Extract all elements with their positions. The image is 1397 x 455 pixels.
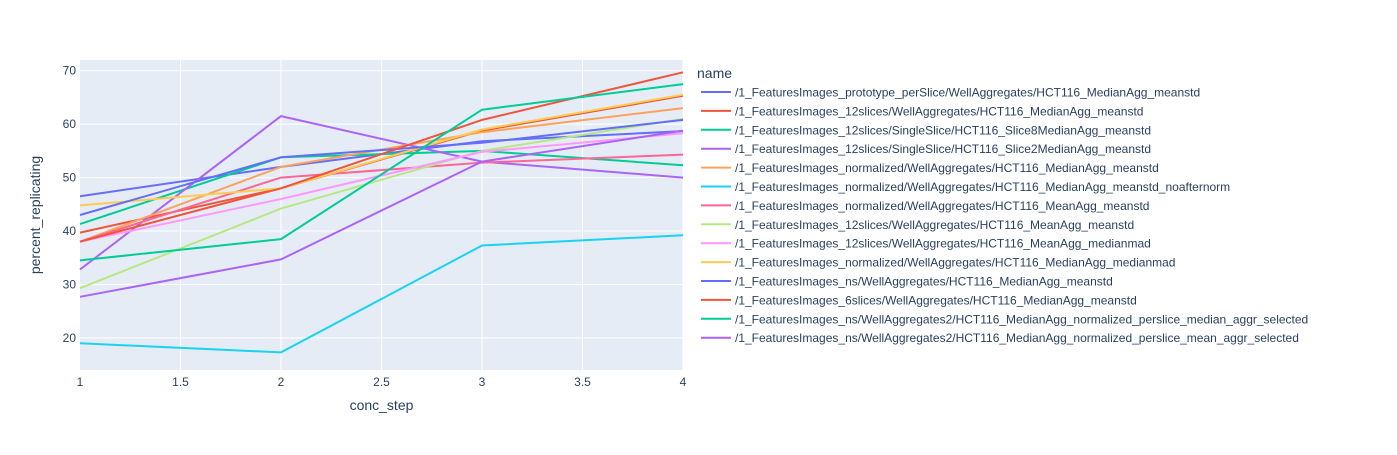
x-tick-label: 2: [278, 375, 285, 389]
legend[interactable]: name /1_FeaturesImages_prototype_perSlic…: [697, 65, 1308, 345]
legend-item[interactable]: /1_FeaturesImages_normalized/WellAggrega…: [701, 199, 1149, 213]
legend-label: /1_FeaturesImages_normalized/WellAggrega…: [735, 256, 1175, 270]
legend-label: /1_FeaturesImages_12slices/SingleSlice/H…: [735, 142, 1151, 156]
x-tick-label: 2.5: [373, 375, 390, 389]
legend-item[interactable]: /1_FeaturesImages_ns/WellAggregates2/HCT…: [701, 331, 1299, 345]
series-lines: [79, 71, 684, 354]
legend-item[interactable]: /1_FeaturesImages_ns/WellAggregates2/HCT…: [701, 312, 1308, 326]
legend-label: /1_FeaturesImages_12slices/SingleSlice/H…: [735, 123, 1151, 137]
y-axis-ticks: 20 30 40 50 60 70: [63, 64, 77, 345]
x-axis-title: conc_step: [350, 397, 414, 413]
legend-label: /1_FeaturesImages_12slices/WellAggregate…: [735, 237, 1151, 251]
legend-item[interactable]: /1_FeaturesImages_normalized/WellAggrega…: [701, 161, 1159, 175]
legend-item[interactable]: /1_FeaturesImages_12slices/WellAggregate…: [701, 218, 1134, 232]
legend-label: /1_FeaturesImages_normalized/WellAggrega…: [735, 180, 1230, 194]
legend-label: /1_FeaturesImages_ns/WellAggregates/HCT1…: [735, 275, 1113, 289]
y-tick-label: 70: [63, 64, 77, 78]
series-line[interactable]: [79, 93, 684, 207]
series-line[interactable]: [79, 234, 684, 354]
y-axis-title: percent_replicating: [27, 156, 43, 274]
legend-label: /1_FeaturesImages_12slices/WellAggregate…: [735, 104, 1143, 118]
legend-item[interactable]: /1_FeaturesImages_12slices/WellAggregate…: [701, 237, 1151, 251]
legend-item[interactable]: /1_FeaturesImages_12slices/SingleSlice/H…: [701, 123, 1151, 137]
legend-item[interactable]: /1_FeaturesImages_ns/WellAggregates/HCT1…: [701, 275, 1113, 289]
y-tick-label: 20: [63, 331, 77, 345]
legend-item[interactable]: /1_FeaturesImages_12slices/WellAggregate…: [701, 104, 1143, 118]
series-line[interactable]: [79, 129, 684, 298]
legend-label: /1_FeaturesImages_ns/WellAggregates2/HCT…: [735, 331, 1299, 345]
series-line[interactable]: [79, 115, 684, 271]
legend-item[interactable]: /1_FeaturesImages_6slices/WellAggregates…: [701, 293, 1137, 307]
series-line[interactable]: [79, 117, 684, 290]
y-tick-label: 60: [63, 117, 77, 131]
legend-item[interactable]: /1_FeaturesImages_12slices/SingleSlice/H…: [701, 142, 1151, 156]
legend-item[interactable]: /1_FeaturesImages_prototype_perSlice/Wel…: [701, 86, 1200, 100]
legend-label: /1_FeaturesImages_prototype_perSlice/Wel…: [735, 86, 1200, 100]
x-tick-label: 4: [680, 375, 687, 389]
legend-label: /1_FeaturesImages_normalized/WellAggrega…: [735, 199, 1149, 213]
x-tick-label: 1: [77, 375, 84, 389]
series-line[interactable]: [79, 118, 684, 216]
legend-title: name: [697, 65, 732, 81]
x-tick-label: 3: [479, 375, 486, 389]
grid-lines: [80, 60, 684, 370]
x-tick-label: 1.5: [172, 375, 189, 389]
legend-label: /1_FeaturesImages_6slices/WellAggregates…: [735, 293, 1137, 307]
x-tick-label: 3.5: [574, 375, 591, 389]
legend-item[interactable]: /1_FeaturesImages_normalized/WellAggrega…: [701, 256, 1175, 270]
legend-items[interactable]: /1_FeaturesImages_prototype_perSlice/Wel…: [701, 86, 1308, 346]
y-tick-label: 30: [63, 277, 77, 291]
legend-label: /1_FeaturesImages_12slices/WellAggregate…: [735, 218, 1134, 232]
y-tick-label: 50: [63, 171, 77, 185]
legend-label: /1_FeaturesImages_ns/WellAggregates2/HCT…: [735, 312, 1308, 326]
y-tick-label: 40: [63, 224, 77, 238]
series-line[interactable]: [79, 83, 684, 262]
legend-label: /1_FeaturesImages_normalized/WellAggrega…: [735, 161, 1159, 175]
legend-item[interactable]: /1_FeaturesImages_normalized/WellAggrega…: [701, 180, 1230, 194]
x-axis-ticks: 1 1.5 2 2.5 3 3.5 4: [77, 375, 687, 389]
series-line[interactable]: [79, 153, 684, 243]
